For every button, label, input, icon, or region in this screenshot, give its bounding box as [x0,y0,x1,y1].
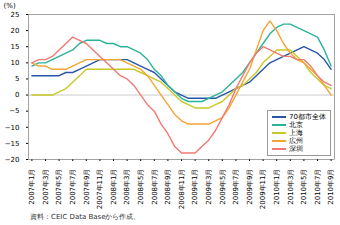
svg-text:2007年11月: 2007年11月 [96,169,104,210]
svg-text:−15: −15 [5,140,20,148]
svg-text:−10: −10 [5,124,20,132]
svg-text:20: 20 [11,27,20,35]
svg-text:25: 25 [11,11,20,19]
svg-text:2008年9月: 2008年9月 [164,169,172,205]
svg-text:10: 10 [11,59,20,67]
html-text:深圳: 深圳 [289,145,304,153]
svg-text:2009年5月: 2009年5月 [219,169,227,205]
svg-text:0: 0 [15,91,19,99]
svg-text:2007年5月: 2007年5月 [55,169,63,205]
svg-text:2008年7月: 2008年7月 [151,169,159,205]
svg-text:2007年1月: 2007年1月 [28,169,36,205]
svg-text:(%): (%) [4,2,16,10]
svg-text:−20: −20 [5,156,20,164]
svg-text:2010年3月: 2010年3月 [287,169,295,205]
html-text:70都市全体: 70都市全体 [289,113,326,121]
svg-text:2007年9月: 2007年9月 [83,169,91,205]
svg-text:2009年9月: 2009年9月 [246,169,254,205]
svg-text:2008年11月: 2008年11月 [178,169,186,210]
svg-text:15: 15 [11,43,20,51]
svg-text:2007年3月: 2007年3月 [42,169,50,205]
svg-text:5: 5 [15,75,19,83]
svg-text:2008年1月: 2008年1月 [110,169,118,205]
html-text:資料：CEIC Data Baseから作成。: 資料：CEIC Data Baseから作成。 [30,213,141,221]
svg-text:2009年3月: 2009年3月 [205,169,213,205]
svg-text:2007年7月: 2007年7月 [69,169,77,205]
html-text:広州: 広州 [289,137,304,145]
svg-text:2008年3月: 2008年3月 [123,169,131,205]
html-text:上海: 上海 [289,129,304,137]
svg-text:2010年1月: 2010年1月 [273,169,281,205]
svg-text:2009年1月: 2009年1月 [191,169,199,205]
svg-text:2010年9月: 2010年9月 [327,169,335,205]
svg-text:2009年11月: 2009年11月 [259,169,267,210]
svg-text:2010年7月: 2010年7月 [314,169,322,205]
html-text:北京: 北京 [289,121,304,129]
svg-text:2009年7月: 2009年7月 [232,169,240,205]
svg-text:2010年5月: 2010年5月 [300,169,308,205]
svg-text:−5: −5 [9,107,19,115]
svg-text:2008年5月: 2008年5月 [137,169,145,205]
